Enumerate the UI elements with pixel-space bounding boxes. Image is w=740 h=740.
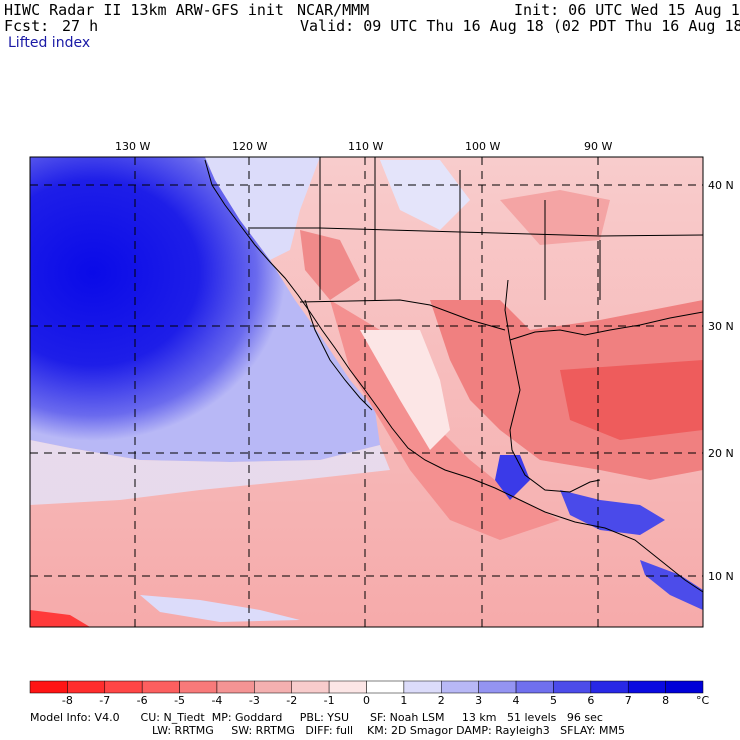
lat-label-30n: 30 N: [708, 320, 734, 333]
init-time: Init: 06 UTC Wed 15 Aug 18: [514, 1, 740, 19]
colorbar-swatch: [403, 680, 442, 694]
lat-label-40n: 40 N: [708, 179, 734, 192]
colorbar-tick-label: 2: [438, 694, 445, 707]
colorbar-tick-label: 6: [587, 694, 594, 707]
colorbar-swatch: [179, 680, 218, 694]
lon-label-100w: 100 W: [465, 140, 500, 153]
colorbar-tick-label: 7: [625, 694, 632, 707]
colorbar-tick-label: -3: [249, 694, 260, 707]
model-info-line2: LW: RRTMG SW: RRTMG DIFF: full KM: 2D Sm…: [152, 724, 625, 737]
org-label: NCAR/MMM: [297, 1, 370, 19]
colorbar-tick-label: -7: [99, 694, 110, 707]
colorbar-swatch: [254, 680, 292, 694]
field-name: Lifted index: [8, 35, 91, 51]
colorbar-tick-label: 8: [662, 694, 669, 707]
colorbar-swatch: [29, 680, 68, 694]
colorbar-tick-label: 1: [400, 694, 407, 707]
colorbar-tick-label: 3: [475, 694, 482, 707]
longitude-labels: 130 W 120 W 110 W 100 W 90 W: [115, 140, 612, 153]
colorbar-tick-label: 5: [550, 694, 557, 707]
colorbar-swatch: [665, 680, 704, 694]
colorbar-tick-label: -4: [211, 694, 222, 707]
lat-label-10n: 10 N: [708, 570, 734, 583]
lon-label-110w: 110 W: [348, 140, 383, 153]
colorbar-tick-label: -2: [286, 694, 297, 707]
forecast-label: Fcst:: [4, 17, 50, 35]
colorbar-swatch: [441, 680, 479, 694]
valid-time: Valid: 09 UTC Thu 16 Aug 18 (02 PDT Thu …: [300, 17, 740, 35]
colorbar: -8 -7 -6 -5 -4 -3 -2 -1 0 1 2 3 4 5 6 7 8: [29, 680, 704, 707]
colorbar-swatch: [104, 680, 143, 694]
colorbar-tick-label: 4: [513, 694, 520, 707]
colorbar-swatch: [328, 680, 367, 694]
geography-lines: [204, 157, 704, 593]
colorbar-swatch: [515, 680, 554, 694]
colorbar-swatch: [366, 680, 405, 694]
colorbar-tick-label: -1: [324, 694, 335, 707]
forecast-hour: 27 h: [62, 17, 99, 35]
colorbar-swatch: [216, 680, 255, 694]
lon-label-120w: 120 W: [232, 140, 267, 153]
colorbar-tick-label: -8: [62, 694, 73, 707]
colorbar-swatch: [67, 680, 106, 694]
colorbar-swatch: [553, 680, 592, 694]
colorbar-swatch: [478, 680, 517, 694]
latitude-labels: 40 N 30 N 20 N 10 N: [708, 179, 734, 583]
model-info-line1: Model Info: V4.0 CU: N_Tiedt MP: Goddard…: [30, 711, 603, 724]
lat-label-20n: 20 N: [708, 447, 734, 460]
lon-label-130w: 130 W: [115, 140, 150, 153]
colorbar-swatch: [291, 680, 330, 694]
graticule: [30, 157, 703, 627]
colorbar-swatch: [141, 680, 180, 694]
colorbar-tick-label: -6: [137, 694, 148, 707]
colorbar-swatch: [590, 680, 629, 694]
colorbar-tick-label: -5: [174, 694, 185, 707]
map-frame: [29, 156, 704, 628]
colorbar-unit: °C: [696, 694, 710, 707]
model-title: HIWC Radar II 13km ARW-GFS init: [4, 1, 284, 19]
lon-label-90w: 90 W: [584, 140, 612, 153]
colorbar-swatch: [627, 680, 666, 694]
colorbar-tick-label: 0: [363, 694, 370, 707]
